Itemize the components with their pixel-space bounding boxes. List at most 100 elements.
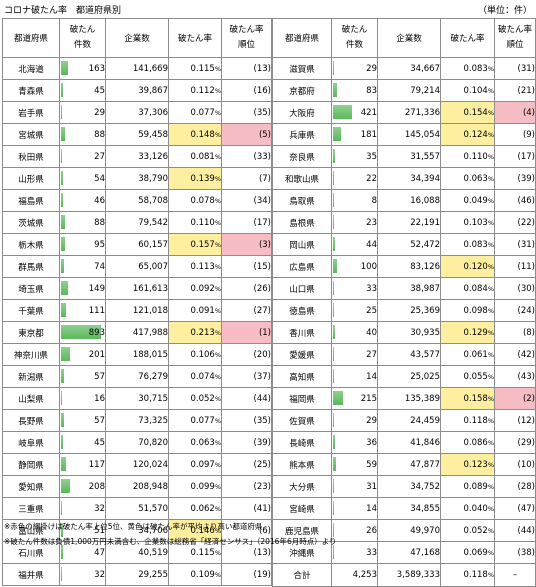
rank-cell: (9) (494, 123, 536, 146)
count-value: 215 (360, 393, 377, 404)
prefecture-cell: 神奈川県 (2, 343, 60, 366)
prefecture-cell: 岡山県 (272, 233, 332, 256)
count-value: 45 (94, 85, 105, 96)
bankruptcy-count-cell: 421 (331, 101, 378, 124)
rate-value: 0.074 (190, 371, 215, 382)
bankruptcy-count-cell: 893 (59, 321, 106, 344)
count-bar (333, 523, 334, 537)
company-count-cell: 33,126 (105, 145, 169, 168)
count-bar (61, 413, 64, 427)
rate-value: 0.112 (190, 85, 215, 96)
rate-value: 0.078 (190, 195, 215, 206)
rank-cell: (15) (221, 255, 272, 278)
prefecture-cell: 大阪府 (272, 101, 332, 124)
count-value: 27 (94, 151, 105, 162)
prefecture-cell: 千葉県 (2, 299, 60, 322)
bankruptcy-count-cell: 25 (331, 299, 378, 322)
count-value: 149 (88, 283, 105, 294)
count-value: 33 (366, 283, 377, 294)
prefecture-cell: 長野県 (2, 409, 60, 432)
rate-value: 0.083 (463, 239, 488, 250)
header-count: 破たん 件数 (59, 18, 106, 58)
total-rate: 0.118% (440, 563, 495, 587)
bankruptcy-count-cell: 44 (331, 233, 378, 256)
rate-cell: 0.049% (440, 189, 495, 212)
bankruptcy-count-cell: 35 (331, 145, 378, 168)
rate-value: 0.086 (463, 437, 488, 448)
prefecture-cell: 熊本県 (272, 453, 332, 476)
percent-sign: % (487, 350, 494, 359)
company-count-cell: 79,542 (105, 211, 169, 234)
company-count-cell: 22,191 (377, 211, 441, 234)
prefecture-cell: 大分県 (272, 475, 332, 498)
count-value: 32 (94, 503, 105, 514)
count-bar (333, 61, 334, 75)
bankruptcy-count-cell: 95 (59, 233, 106, 256)
company-count-cell: 76,279 (105, 365, 169, 388)
bankruptcy-count-cell: 29 (331, 57, 378, 80)
rate-cell: 0.062% (168, 497, 222, 520)
rate-value: 0.120 (463, 261, 488, 272)
prefecture-cell: 愛媛県 (272, 343, 332, 366)
bankruptcy-count-cell: 54 (59, 167, 106, 190)
rate-value: 0.103 (463, 217, 488, 228)
table-right: 都道府県 破たん 件数 企業数 破たん率 破たん率 順位 滋賀県 29 34,667 0.… (272, 18, 536, 587)
rate-value: 0.062 (190, 503, 215, 514)
company-count-cell: 60,157 (105, 233, 169, 256)
header-rate: 破たん率 (168, 18, 222, 58)
count-bar (333, 171, 334, 185)
rate-cell: 0.083% (440, 233, 495, 256)
bankruptcy-count-cell: 111 (59, 299, 106, 322)
prefecture-cell: 岩手県 (2, 101, 60, 124)
rate-value: 0.098 (463, 305, 488, 316)
count-bar (61, 369, 64, 383)
count-bar (61, 149, 62, 163)
bankruptcy-count-cell: 46 (59, 189, 106, 212)
rank-cell: (11) (494, 255, 536, 278)
prefecture-cell: 兵庫県 (272, 123, 332, 146)
count-bar (333, 435, 335, 449)
count-value: 57 (94, 415, 105, 426)
bankruptcy-count-cell: 117 (59, 453, 106, 476)
rate-value: 0.154 (463, 107, 488, 118)
prefecture-cell: 山形県 (2, 167, 60, 190)
count-bar (333, 347, 334, 361)
company-count-cell: 24,459 (377, 409, 441, 432)
rate-cell: 0.110% (168, 211, 222, 234)
bankruptcy-count-cell: 88 (59, 123, 106, 146)
bankruptcy-count-cell: 27 (59, 145, 106, 168)
rate-value: 0.129 (463, 327, 488, 338)
rate-cell: 0.063% (440, 167, 495, 190)
bankruptcy-count-cell: 29 (59, 101, 106, 124)
rate-value: 0.061 (463, 349, 488, 360)
rank-cell: (34) (221, 189, 272, 212)
rate-cell: 0.110% (440, 145, 495, 168)
bankruptcy-count-cell: 163 (59, 57, 106, 80)
rank-cell: (19) (221, 563, 272, 586)
percent-sign: % (487, 460, 494, 469)
percent-sign: % (487, 174, 494, 183)
rate-value: 0.099 (190, 481, 215, 492)
percent-sign: % (487, 64, 494, 73)
percent-sign: % (487, 196, 494, 205)
prefecture-cell: 山口県 (272, 277, 332, 300)
count-value: 29 (366, 63, 377, 74)
count-value: 8 (371, 195, 377, 206)
prefecture-cell: 福井県 (2, 563, 60, 586)
rank-cell: (37) (221, 365, 272, 388)
bankruptcy-count-cell: 59 (331, 453, 378, 476)
rate-cell: 0.061% (440, 343, 495, 366)
rank-cell: (33) (221, 145, 272, 168)
company-count-cell: 417,988 (105, 321, 169, 344)
rate-cell: 0.063% (168, 431, 222, 454)
rate-value: 0.077 (190, 107, 215, 118)
total-companies: 3,589,333 (377, 563, 441, 587)
company-count-cell: 30,935 (377, 321, 441, 344)
percent-sign: % (487, 526, 494, 535)
prefecture-cell: 長崎県 (272, 431, 332, 454)
total-rank: – (494, 563, 536, 587)
rank-cell: (3) (221, 233, 272, 256)
count-bar (61, 171, 63, 185)
count-bar (61, 391, 62, 405)
company-count-cell: 34,855 (377, 497, 441, 520)
